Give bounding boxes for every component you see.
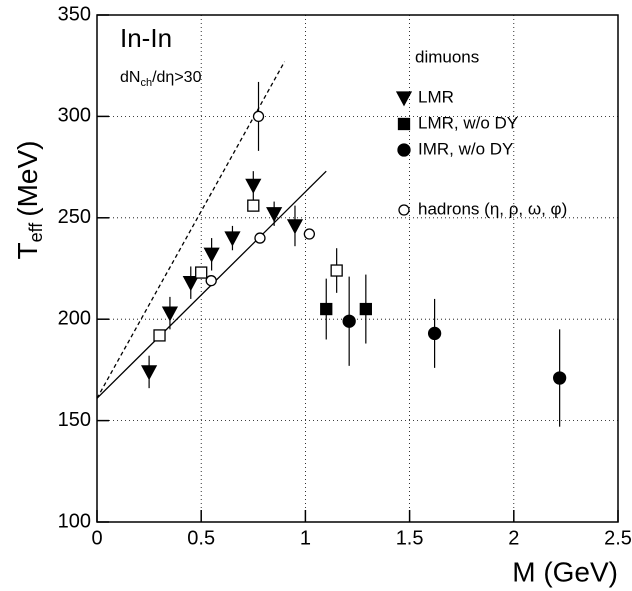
x-tick-label: 1 [300, 527, 311, 549]
data-point [195, 266, 208, 279]
data-point [254, 232, 266, 244]
data-point [141, 365, 158, 381]
annotation: In-In [120, 23, 172, 53]
data-point [342, 314, 356, 328]
data-point [330, 264, 343, 277]
legend-label: LMR [418, 87, 454, 106]
y-axis-label-part: T [12, 242, 43, 259]
annotation: dNch/dη>30 [120, 69, 202, 89]
data-point [252, 110, 265, 123]
data-point [286, 219, 304, 235]
legend-marker [397, 143, 411, 157]
legend-title: dimuons [415, 47, 479, 66]
x-tick-label: 0 [91, 527, 102, 549]
data-point [303, 228, 316, 240]
data-point [245, 178, 262, 194]
y-axis-label: Teff (MeV) [12, 140, 45, 259]
y-tick-label: 300 [58, 105, 91, 127]
annotation-part: dN [120, 69, 140, 86]
y-axis-label-part: eff [26, 222, 46, 243]
data-point [203, 247, 220, 263]
data-point [359, 302, 372, 316]
x-axis-label: M (GeV) [512, 556, 618, 587]
annotation-part: /dη>30 [152, 69, 201, 86]
annotation-part: ch [140, 77, 152, 89]
x-tick-label: 1.5 [396, 527, 424, 549]
y-tick-label: 150 [58, 409, 91, 431]
legend-label: LMR, w/o DY [418, 113, 518, 132]
data-point [552, 371, 567, 385]
legend-marker [395, 91, 413, 107]
legend-label: hadrons (η, ρ, ω, φ) [418, 199, 567, 218]
x-tick-label: 2.5 [604, 527, 632, 549]
y-tick-label: 350 [58, 3, 91, 25]
data-point [182, 276, 199, 292]
data-point [247, 199, 260, 212]
data-point [266, 207, 283, 223]
y-tick-label: 100 [58, 510, 91, 532]
data-point [320, 302, 333, 316]
data-point [205, 275, 217, 287]
fit-line [96, 61, 286, 399]
legend-label: IMR, w/o DY [418, 139, 513, 158]
y-tick-label: 200 [58, 307, 91, 329]
y-axis-label-part: (MeV) [12, 140, 43, 216]
plot-frame [96, 14, 619, 523]
data-point [224, 231, 241, 247]
legend-marker [398, 204, 410, 216]
data-point [427, 326, 442, 341]
data-point [153, 329, 166, 342]
data-point [161, 306, 179, 322]
x-tick-label: 2 [508, 527, 519, 549]
legend-marker [397, 117, 411, 131]
x-tick-label: 0.5 [187, 527, 215, 549]
y-tick-label: 250 [58, 206, 91, 228]
